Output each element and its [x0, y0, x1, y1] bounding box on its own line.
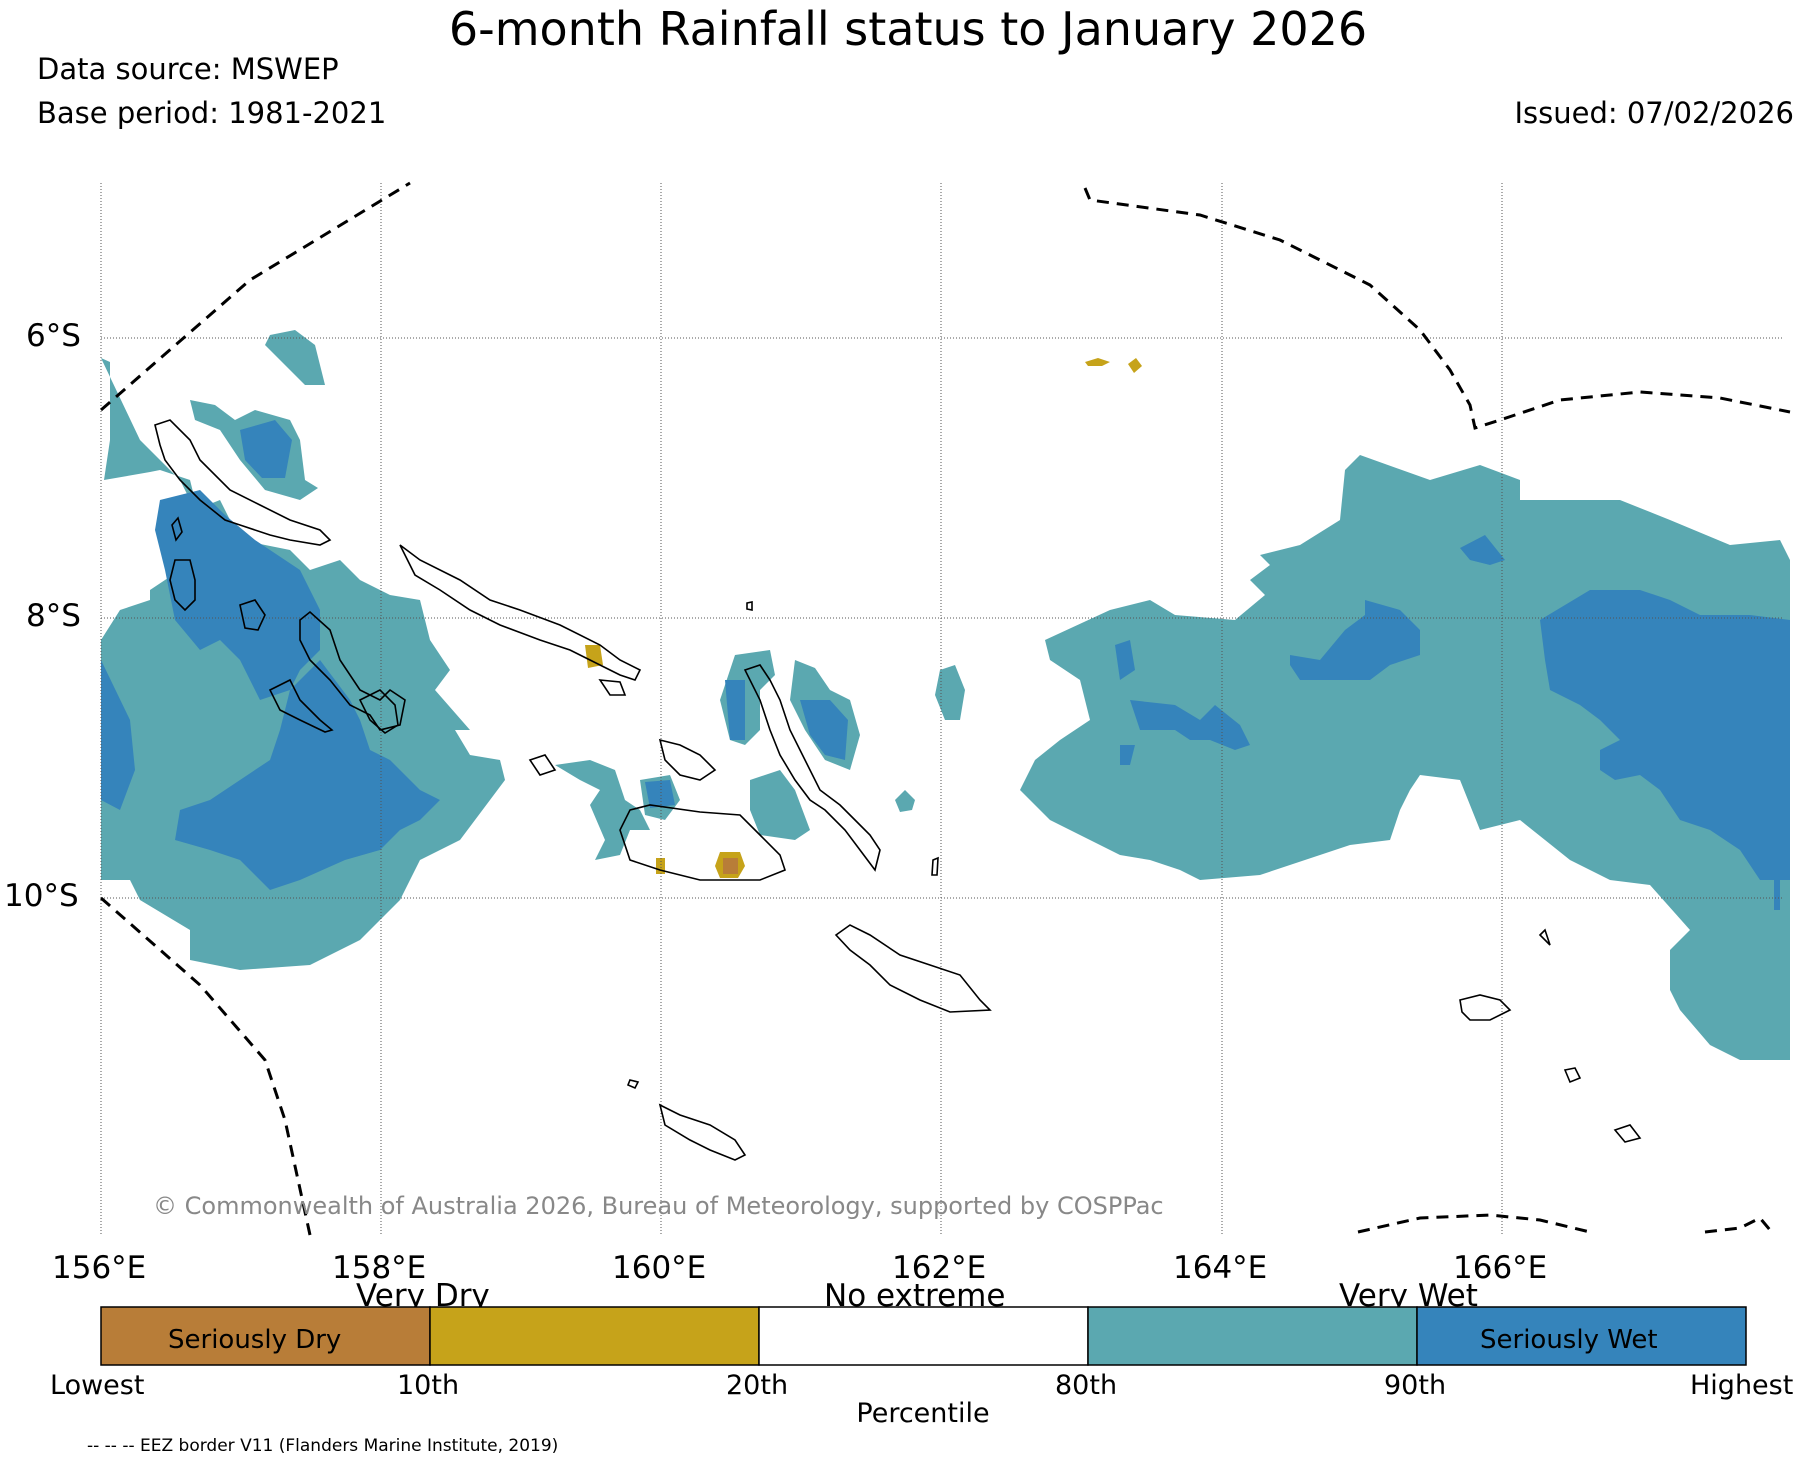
legend-tick-highest: Highest [1690, 1370, 1794, 1401]
lon-label-158e: 158°E [332, 1250, 427, 1286]
legend-tick-80th: 80th [1055, 1370, 1118, 1401]
lon-label-156e: 156°E [52, 1250, 147, 1286]
data-source-label: Data source: MSWEP [37, 52, 339, 86]
seriously-wet-regions [101, 420, 1790, 910]
issued-date-label: Issued: 07/02/2026 [1514, 96, 1794, 130]
lon-label-162e: 162°E [892, 1250, 987, 1286]
eez-borders [100, 181, 1791, 1236]
legend-tick-10th: 10th [397, 1370, 460, 1401]
seriously-dry-regions [723, 858, 738, 874]
legend-tick-90th: 90th [1384, 1370, 1447, 1401]
legend-seriously-wet-label: Seriously Wet [1480, 1325, 1658, 1355]
legend-axis-label: Percentile [856, 1398, 990, 1429]
graticule [100, 183, 1784, 1235]
coastlines [154, 419, 1642, 1161]
legend-tick-lowest: Lowest [50, 1370, 145, 1401]
legend-tick-20th: 20th [726, 1370, 789, 1401]
lon-label-160e: 160°E [612, 1250, 707, 1286]
lat-label-10s: 10°S [4, 878, 79, 914]
colorbar-very-wet [1087, 1306, 1418, 1366]
legend-seriously-dry-label: Seriously Dry [168, 1325, 342, 1355]
colorbar-seriously-wet [1416, 1306, 1747, 1366]
colorbar-seriously-dry [100, 1306, 431, 1366]
colorbar-no-extreme [758, 1306, 1089, 1366]
lon-label-166e: 166°E [1453, 1250, 1548, 1286]
lat-label-8s: 8°S [26, 598, 81, 634]
eez-footnote: -- -- -- EEZ border V11 (Flanders Marine… [87, 1436, 559, 1456]
base-period-label: Base period: 1981-2021 [37, 96, 387, 130]
page-title: 6-month Rainfall status to January 2026 [448, 2, 1368, 56]
colorbar-very-dry [429, 1306, 760, 1366]
lat-label-6s: 6°S [26, 318, 81, 354]
copyright-notice: © Commonwealth of Australia 2026, Bureau… [153, 1192, 1164, 1220]
lon-label-164e: 164°E [1173, 1250, 1268, 1286]
